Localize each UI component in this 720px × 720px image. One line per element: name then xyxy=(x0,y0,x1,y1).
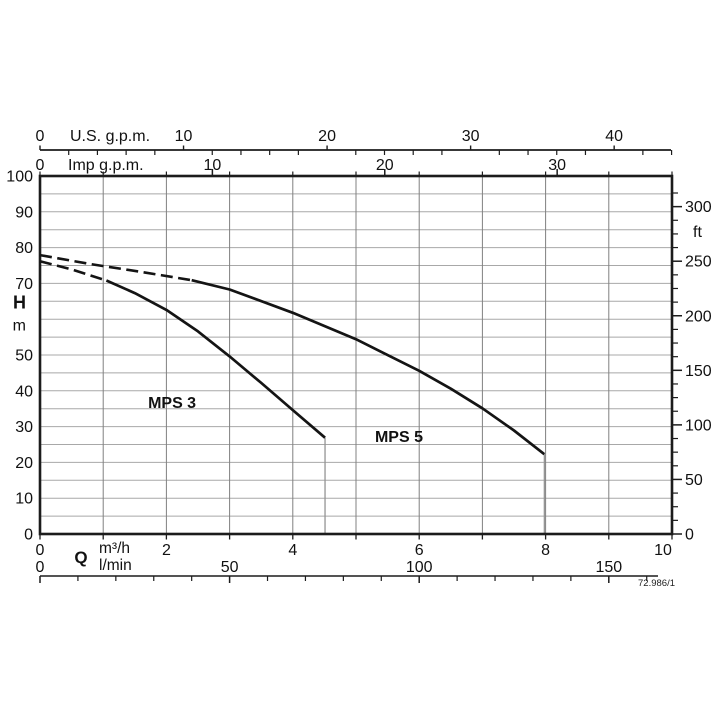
lmin-tick-label: 0 xyxy=(36,559,45,576)
h-tick-label: 80 xyxy=(15,240,33,257)
imp-gpm-tick-label: 20 xyxy=(376,157,394,174)
us-gpm-tick-label: 20 xyxy=(318,128,336,145)
ft-tick-label: 0 xyxy=(685,527,694,544)
h-tick-label: 20 xyxy=(15,455,33,472)
curve-label-mps-3: MPS 3 xyxy=(148,395,196,412)
lmin-unit-label: l/min xyxy=(99,557,132,574)
q-axis: 0 2 4 6 8 10 Q m³/hl/min xyxy=(36,540,672,574)
lmin-axis: 0 50 100 150 xyxy=(36,559,658,583)
curve-mps-3: MPS 3 xyxy=(39,259,326,439)
footnote: 72.986/1 xyxy=(638,578,675,589)
ft-tick-label: 150 xyxy=(685,363,712,380)
h-tick-label: 30 xyxy=(15,419,33,436)
h-axis-title: H xyxy=(13,293,26,313)
curve-drop-lines xyxy=(324,437,545,534)
imp-gpm-tick-label: 30 xyxy=(548,157,566,174)
curve-dashed-mps-5 xyxy=(39,253,192,282)
us-gpm-tick-label: 0 xyxy=(36,128,45,145)
curve-mps-5: MPS 5 xyxy=(39,253,546,456)
m3h-tick-label: 8 xyxy=(541,542,550,559)
imp-gpm-axis-title: Imp g.p.m. xyxy=(68,157,144,174)
ft-tick-label: 50 xyxy=(685,472,703,489)
m3h-tick-label: 6 xyxy=(415,542,424,559)
imp-gpm-tick-label: 10 xyxy=(203,157,221,174)
imp-gpm-tick-label: 0 xyxy=(36,157,45,174)
h-tick-label: 0 xyxy=(24,527,33,544)
lmin-tick-label: 150 xyxy=(595,559,622,576)
us-gpm-tick-label: 10 xyxy=(175,128,193,145)
h-tick-label: 90 xyxy=(15,204,33,221)
us-gpm-axis-title: U.S. g.p.m. xyxy=(70,128,150,145)
gridlines xyxy=(40,176,672,534)
curve-dashed-mps-3 xyxy=(39,259,107,282)
m3h-tick-label: 0 xyxy=(36,542,45,559)
curve-solid-mps-5 xyxy=(191,278,546,456)
us-gpm-tick-label: 40 xyxy=(605,128,623,145)
m3h-unit-label: m³/h xyxy=(99,540,130,557)
curve-label-mps-5: MPS 5 xyxy=(375,429,423,446)
h-tick-label: 100 xyxy=(6,169,33,186)
h-axis-unit: m xyxy=(13,318,26,335)
q-axis-title: Q xyxy=(74,548,87,567)
ft-tick-label: 100 xyxy=(685,417,712,434)
lmin-tick-label: 100 xyxy=(406,559,433,576)
lmin-tick-label: 50 xyxy=(221,559,239,576)
m3h-tick-label: 10 xyxy=(654,542,672,559)
m3h-tick-label: 2 xyxy=(162,542,171,559)
us-gpm-axis: 0 10 20 30 40 U.S. g.p.m. xyxy=(36,128,673,155)
ft-tick-label: 250 xyxy=(685,254,712,271)
m3h-tick-label: 4 xyxy=(288,542,297,559)
h-tick-label: 40 xyxy=(15,383,33,400)
h-tick-label: 50 xyxy=(15,348,33,365)
h-tick-label: 70 xyxy=(15,276,33,293)
ft-tick-label: 200 xyxy=(685,308,712,325)
imp-gpm-axis: 0 10 20 30 Imp g.p.m. xyxy=(36,157,566,176)
us-gpm-tick-label: 30 xyxy=(462,128,480,145)
ft-tick-label: 300 xyxy=(685,199,712,216)
h-tick-label: 10 xyxy=(15,491,33,508)
ft-axis: 0 50 100 150 200 250 300 ft xyxy=(672,192,712,544)
border-ticks xyxy=(39,171,673,540)
ft-unit-label: ft xyxy=(693,224,702,241)
curve-solid-mps-3 xyxy=(105,279,326,439)
